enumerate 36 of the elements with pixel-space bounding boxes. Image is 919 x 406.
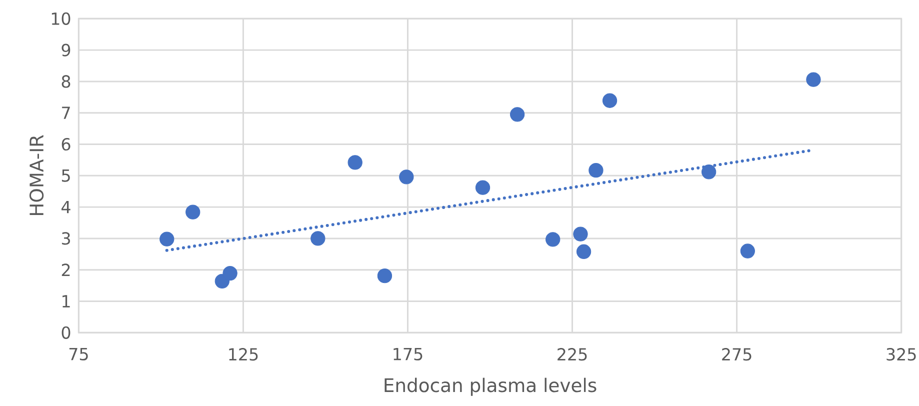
x-tick-label: 275	[722, 348, 752, 361]
point	[701, 164, 716, 180]
y-tick-label: 4	[62, 200, 70, 214]
x-axis-title: Endocan plasma levels	[384, 378, 596, 396]
y-tick-label: 5	[62, 169, 70, 182]
point	[377, 268, 392, 284]
y-tick-label: 2	[62, 264, 70, 276]
point	[160, 232, 174, 246]
point	[186, 204, 200, 220]
point	[546, 232, 560, 247]
point	[222, 266, 238, 281]
x-tick-label: 75	[69, 348, 88, 360]
point	[576, 244, 592, 259]
y-tick-label: 8	[62, 75, 70, 88]
y-tick-label: 9	[62, 44, 70, 56]
point	[475, 180, 490, 195]
x-tick-label: 125	[229, 348, 258, 361]
x-tick-label: 175	[394, 348, 422, 360]
point	[806, 72, 821, 87]
point	[740, 244, 755, 258]
y-tick-label: 1	[62, 295, 70, 308]
point	[588, 162, 604, 178]
y-tick-label: 10	[52, 12, 70, 25]
point	[348, 155, 362, 170]
y-tick-label: 3	[62, 232, 70, 245]
point	[510, 107, 525, 122]
y-tick-label: 0	[62, 326, 70, 339]
y-tick-label: 7	[62, 106, 70, 119]
point	[310, 231, 326, 246]
x-tick-label: 225	[558, 348, 587, 361]
point	[399, 170, 414, 184]
y-axis-title: HOMA-IR	[29, 134, 44, 216]
point	[573, 226, 588, 242]
x-tick-label: 325	[886, 348, 916, 361]
point	[602, 93, 618, 108]
y-tick-label: 6	[62, 138, 70, 151]
